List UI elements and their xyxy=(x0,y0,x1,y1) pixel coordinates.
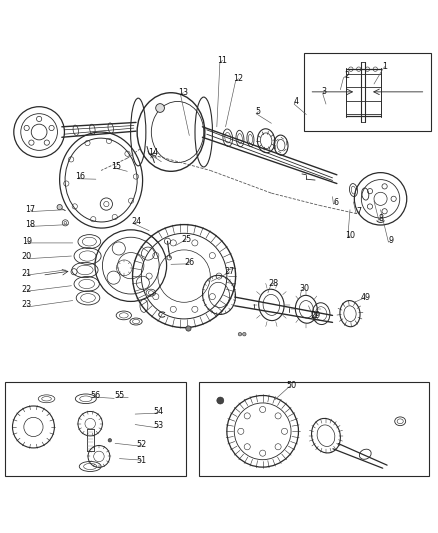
Text: 26: 26 xyxy=(184,257,194,266)
Text: 30: 30 xyxy=(299,284,309,293)
Text: 5: 5 xyxy=(256,107,261,116)
Circle shape xyxy=(217,397,224,404)
Text: 28: 28 xyxy=(268,279,279,288)
Text: 12: 12 xyxy=(233,74,244,83)
Circle shape xyxy=(238,333,242,336)
Text: 23: 23 xyxy=(22,301,32,310)
Text: 13: 13 xyxy=(178,88,188,97)
Circle shape xyxy=(186,326,191,331)
Text: 27: 27 xyxy=(225,267,235,276)
Text: 24: 24 xyxy=(131,217,141,227)
Text: 8: 8 xyxy=(379,214,384,223)
Text: 15: 15 xyxy=(111,161,121,171)
Text: 3: 3 xyxy=(321,87,326,96)
Text: 17: 17 xyxy=(25,205,35,214)
Text: 52: 52 xyxy=(136,440,146,449)
Text: 9: 9 xyxy=(389,236,394,245)
Text: 22: 22 xyxy=(22,285,32,294)
Circle shape xyxy=(155,103,164,112)
Bar xyxy=(199,382,428,476)
Bar xyxy=(304,53,431,131)
Circle shape xyxy=(243,333,246,336)
Text: 56: 56 xyxy=(91,391,101,400)
Text: 21: 21 xyxy=(22,269,32,278)
Text: 25: 25 xyxy=(181,235,191,244)
Text: 19: 19 xyxy=(22,237,32,246)
Text: 2: 2 xyxy=(344,71,350,80)
Bar xyxy=(5,382,186,476)
Text: 7: 7 xyxy=(356,207,361,216)
Text: 55: 55 xyxy=(114,391,124,400)
Text: 10: 10 xyxy=(345,231,355,240)
Text: 49: 49 xyxy=(360,293,370,302)
Text: 14: 14 xyxy=(148,149,159,157)
Text: 11: 11 xyxy=(218,56,227,65)
Text: 16: 16 xyxy=(75,173,85,182)
Circle shape xyxy=(57,205,62,210)
Circle shape xyxy=(108,439,112,442)
Text: 20: 20 xyxy=(22,253,32,261)
Text: 4: 4 xyxy=(293,97,298,106)
Text: 6: 6 xyxy=(333,198,339,207)
Text: 1: 1 xyxy=(382,62,388,71)
Text: 29: 29 xyxy=(311,311,321,320)
Text: 51: 51 xyxy=(136,456,146,465)
Text: 54: 54 xyxy=(154,407,164,416)
Text: 18: 18 xyxy=(25,220,35,229)
Text: 53: 53 xyxy=(154,422,164,430)
Text: 50: 50 xyxy=(286,381,296,390)
